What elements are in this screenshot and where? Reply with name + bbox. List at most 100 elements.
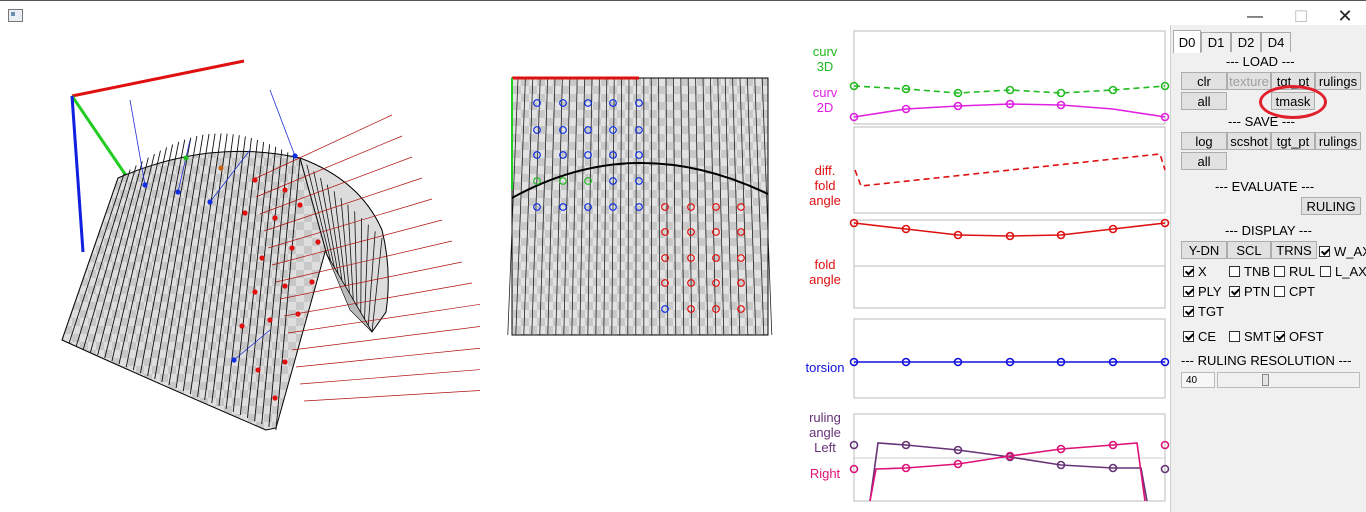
surface-ruling bbox=[254, 149, 283, 422]
x-checkbox[interactable]: X bbox=[1183, 263, 1207, 279]
load-texture-button[interactable]: texture bbox=[1227, 72, 1271, 90]
curv3d-label: curv 3D bbox=[812, 44, 838, 74]
tab-d0[interactable]: D0 bbox=[1173, 30, 1201, 53]
crease-ruling bbox=[547, 77, 556, 336]
load-tmask-button[interactable]: tmask bbox=[1271, 92, 1315, 110]
torsion-label: torsion bbox=[805, 360, 845, 375]
w-axis-checkbox[interactable]: W_AXIS bbox=[1319, 243, 1366, 259]
curv3d-line bbox=[853, 85, 1166, 94]
load-all-button[interactable]: all bbox=[1181, 92, 1227, 110]
load-clr-button[interactable]: clr bbox=[1181, 72, 1227, 90]
surface-point bbox=[267, 317, 273, 323]
save-tgt-pt-button[interactable]: tgt_pt bbox=[1271, 132, 1315, 150]
save-log-button[interactable]: log bbox=[1181, 132, 1227, 150]
save-scshot-button[interactable]: scshot bbox=[1227, 132, 1271, 150]
maximize-button[interactable]: ☐ bbox=[1293, 8, 1309, 26]
ptn-checkbox[interactable]: PTN bbox=[1229, 283, 1270, 299]
control-point bbox=[712, 305, 720, 313]
fold-angle-point bbox=[1056, 230, 1066, 240]
surface-point bbox=[289, 245, 295, 251]
save-rulings-button[interactable]: rulings bbox=[1315, 132, 1361, 150]
offset-vector bbox=[287, 303, 480, 334]
close-button[interactable]: ✕ bbox=[1337, 6, 1353, 26]
ce-checkbox[interactable]: CE bbox=[1183, 328, 1216, 344]
control-point bbox=[687, 254, 695, 262]
surface-ruling bbox=[225, 139, 258, 410]
crease-ruling bbox=[531, 77, 541, 336]
ruling-resolution-slider[interactable] bbox=[1217, 372, 1360, 388]
surface-ruling bbox=[97, 157, 149, 356]
scl-button[interactable]: SCL bbox=[1227, 241, 1271, 259]
control-point bbox=[584, 151, 592, 159]
crease-ruling bbox=[702, 77, 709, 336]
crease-ruling bbox=[724, 77, 733, 336]
load-tgt-pt-button[interactable]: tgt_pt bbox=[1271, 72, 1315, 90]
cpt-checkbox[interactable]: CPT bbox=[1274, 283, 1315, 299]
ruling-right-point bbox=[1108, 440, 1118, 450]
control-point bbox=[609, 99, 617, 107]
surface-ruling bbox=[268, 155, 295, 428]
ruling-evaluate-button[interactable]: RULING bbox=[1301, 197, 1361, 215]
ruling-left-point bbox=[1108, 463, 1118, 473]
crease-ruling bbox=[555, 77, 563, 336]
load-rulings-button[interactable]: rulings bbox=[1315, 72, 1361, 90]
torsion-point bbox=[1108, 357, 1118, 367]
save-all-button[interactable]: all bbox=[1181, 152, 1227, 170]
torsion-point bbox=[849, 357, 859, 367]
slider-thumb[interactable] bbox=[1262, 374, 1269, 386]
y-dn-button[interactable]: Y-DN bbox=[1181, 241, 1227, 259]
surface-point bbox=[309, 279, 315, 285]
surface-point bbox=[218, 165, 224, 171]
curv3d-point bbox=[1056, 88, 1066, 98]
graph-frame bbox=[853, 219, 1166, 309]
surface-ruling bbox=[104, 153, 155, 359]
ruling-left-point bbox=[1160, 464, 1170, 474]
crease-ruling bbox=[673, 77, 677, 336]
tab-d4[interactable]: D4 bbox=[1261, 32, 1291, 52]
control-point bbox=[584, 203, 592, 211]
curv2d-point bbox=[849, 112, 859, 122]
smt-checkbox[interactable]: SMT bbox=[1229, 328, 1271, 344]
ruling-right-point bbox=[1005, 451, 1015, 461]
surface-ruling bbox=[61, 177, 119, 341]
minimize-button[interactable]: — bbox=[1247, 7, 1263, 25]
tnb-checkbox[interactable]: TNB bbox=[1229, 263, 1270, 279]
trns-button[interactable]: TRNS bbox=[1271, 241, 1317, 259]
surface-ruling bbox=[68, 173, 125, 344]
viewport-3d[interactable] bbox=[0, 30, 480, 512]
control-point bbox=[533, 203, 541, 211]
curv3d-point bbox=[1005, 85, 1015, 95]
tab-d1[interactable]: D1 bbox=[1201, 32, 1231, 52]
control-point bbox=[559, 99, 567, 107]
surface-ruling bbox=[168, 133, 210, 386]
surface-ruling bbox=[204, 135, 240, 401]
ruling-right-point bbox=[1056, 444, 1066, 454]
viewport-2d[interactable] bbox=[505, 70, 777, 338]
surface-ruling bbox=[211, 136, 246, 404]
offset-vector bbox=[303, 390, 480, 402]
control-point bbox=[609, 126, 617, 134]
curv2d-point bbox=[1056, 100, 1066, 110]
ruling-right-line bbox=[869, 442, 1146, 502]
ply-checkbox[interactable]: PLY bbox=[1183, 283, 1222, 299]
curv2d-point bbox=[901, 104, 911, 114]
crease-ruling bbox=[650, 77, 653, 336]
offset-vector bbox=[275, 240, 453, 283]
rul-checkbox[interactable]: RUL bbox=[1274, 263, 1315, 279]
title-bar[interactable]: — ☐ ✕ bbox=[0, 1, 1366, 30]
control-points-2d[interactable] bbox=[533, 99, 745, 313]
offset-vector bbox=[271, 219, 443, 266]
crease-ruling bbox=[732, 77, 741, 336]
graph-plots[interactable] bbox=[795, 24, 1170, 512]
ofst-checkbox[interactable]: OFST bbox=[1274, 328, 1324, 344]
flap-ruling bbox=[371, 237, 383, 333]
tab-d2[interactable]: D2 bbox=[1231, 32, 1261, 52]
tgt-checkbox[interactable]: TGT bbox=[1183, 303, 1224, 319]
control-point bbox=[584, 99, 592, 107]
control-point bbox=[559, 203, 567, 211]
graph-panel: curv 3D curv 2D diff. fold angle fold an… bbox=[795, 24, 1170, 512]
crease-ruling bbox=[665, 77, 669, 336]
ruling-resolution-value[interactable]: 40 bbox=[1181, 372, 1215, 388]
l-axis-checkbox[interactable]: L_AXIS bbox=[1320, 263, 1366, 279]
surface-ruling bbox=[275, 157, 301, 431]
